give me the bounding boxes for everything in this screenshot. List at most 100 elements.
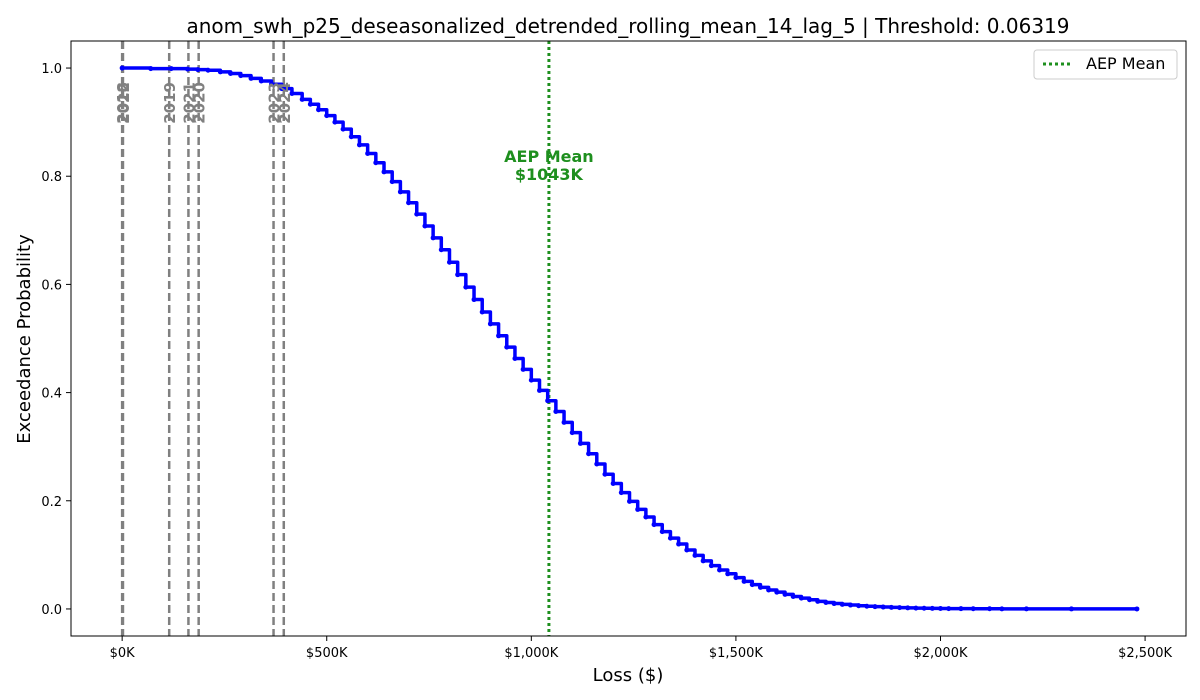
curve-point: [856, 603, 862, 609]
curve-point: [463, 284, 469, 290]
curve-point: [766, 587, 772, 593]
y-axis: 0.0 0.2 0.4 0.6 0.8 1.0: [41, 62, 71, 618]
legend-box: [1033, 49, 1178, 80]
curve-point: [316, 107, 322, 113]
curve-point: [438, 247, 444, 253]
curve-point: [725, 571, 731, 577]
curve-point: [1134, 606, 1140, 612]
curve-point: [643, 514, 649, 520]
curve-point: [205, 67, 211, 73]
curve-point: [577, 440, 583, 446]
curve-point: [749, 582, 755, 588]
curve-point: [815, 598, 821, 604]
curve-point: [324, 113, 330, 119]
curve-point: [659, 529, 665, 535]
curve-point: [258, 78, 264, 84]
x-tick-label: $500K: [306, 646, 348, 661]
curve-point: [987, 606, 993, 612]
curve-point: [946, 606, 952, 612]
curve-point: [864, 603, 870, 609]
legend-aep-mean-label: AEP Mean: [1086, 54, 1165, 73]
curve-point: [999, 606, 1005, 612]
curve-point: [627, 498, 633, 504]
curve-point: [479, 309, 485, 315]
curve-point: [937, 606, 943, 612]
curve-point: [839, 601, 845, 607]
curve-point: [430, 235, 436, 241]
x-tick-label: $0K: [110, 646, 136, 661]
curve-point: [700, 558, 706, 564]
curve-point: [684, 547, 690, 553]
curve-point: [185, 66, 191, 72]
x-tick-label: $1,000K: [504, 646, 558, 661]
curve-point: [823, 599, 829, 605]
curve-point: [651, 522, 657, 528]
curve-point: [807, 597, 813, 603]
curve-point: [289, 90, 295, 96]
curve-point: [905, 605, 911, 611]
curve-point: [397, 189, 403, 195]
curve-point: [537, 387, 543, 393]
curve-point: [692, 552, 698, 558]
curve-point: [545, 398, 551, 404]
y-tick-label: 0.2: [41, 495, 62, 510]
curve-point: [667, 535, 673, 541]
curve-point: [831, 601, 837, 607]
curve-point: [520, 366, 526, 372]
curve-point: [1023, 606, 1029, 612]
curve-point: [373, 160, 379, 166]
curve-point: [348, 134, 354, 140]
curve-point: [872, 604, 878, 610]
curve-point: [1068, 606, 1074, 612]
curve-point: [406, 200, 412, 206]
curve-point: [268, 81, 274, 87]
curve-point: [528, 377, 534, 383]
curve-point: [365, 151, 371, 157]
curve-point: [195, 67, 201, 73]
curve-point: [422, 223, 428, 229]
curve-point: [635, 506, 641, 512]
curve-point: [356, 142, 362, 148]
chart-title: anom_swh_p25_deseasonalized_detrended_ro…: [186, 14, 1069, 38]
plot-frame: [70, 40, 1187, 637]
year-marker-label-2024: 2024: [276, 82, 294, 124]
x-tick-label: $2,500K: [1118, 646, 1172, 661]
curve-point: [929, 605, 935, 611]
curve-point: [496, 333, 502, 339]
curve-point: [414, 211, 420, 217]
curve-point: [569, 430, 575, 436]
y-axis-label: Exceedance Probability: [14, 234, 35, 444]
y-tick-label: 0.0: [41, 603, 62, 618]
curve-point: [610, 480, 616, 486]
year-marker-label-2021: 2021: [180, 82, 198, 124]
curve-point: [774, 589, 780, 595]
year-marker-label-2020: 2020: [191, 82, 209, 124]
curve-point: [790, 594, 796, 600]
curve-point: [921, 605, 927, 611]
curve-point: [847, 602, 853, 608]
curve-point: [553, 409, 559, 415]
curve-point: [299, 96, 305, 102]
year-marker-label-2019: 2019: [161, 82, 179, 124]
curve-point: [708, 563, 714, 569]
year-marker-label-2023: 2023: [266, 82, 284, 124]
y-tick-label: 0.8: [41, 170, 62, 185]
year-marker-label-2022: 2022: [115, 82, 133, 124]
curve-point: [676, 541, 682, 547]
curve-point: [340, 126, 346, 132]
curve-point: [733, 575, 739, 581]
x-axis-label: Loss ($): [593, 665, 664, 686]
curve-point: [504, 344, 510, 350]
curve-point: [757, 584, 763, 590]
aep-mean-annotation-value: $1043K: [515, 165, 584, 184]
curve-point: [888, 604, 894, 610]
curve-point: [307, 101, 313, 107]
y-tick-label: 0.6: [41, 278, 62, 293]
curve-point: [897, 605, 903, 611]
curve-point: [228, 70, 234, 76]
curve-point: [455, 272, 461, 278]
curve-point: [798, 595, 804, 601]
curve-point: [970, 606, 976, 612]
